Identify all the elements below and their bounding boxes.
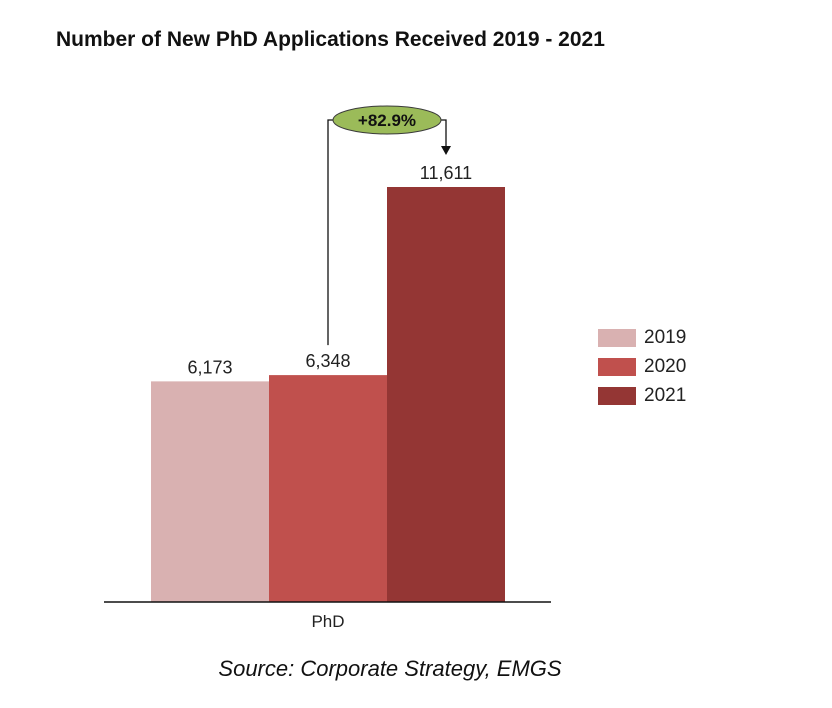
data-label-2019: 6,173 (187, 357, 232, 377)
source-note: Source: Corporate Strategy, EMGS (218, 656, 562, 681)
legend-item-2019: 2019 (598, 327, 686, 349)
legend-item-2021: 2021 (598, 385, 686, 407)
change-badge (332, 105, 442, 135)
bar-2020 (269, 375, 387, 602)
x-tick-label: PhD (311, 612, 344, 631)
legend-label-2020: 2020 (644, 356, 687, 377)
bar-2021 (387, 187, 505, 602)
legend-swatch-2020 (598, 358, 636, 376)
data-label-2020: 6,348 (305, 351, 350, 371)
legend-item-2020: 2020 (598, 356, 686, 378)
change-arrowhead (441, 146, 451, 155)
bar-2019 (151, 381, 269, 602)
chart-title: Number of New PhD Applications Received … (56, 28, 605, 51)
legend-label-2021: 2021 (644, 385, 687, 406)
change-label: +82.9% (358, 111, 416, 130)
legend-swatch-2021 (598, 387, 636, 405)
legend-swatch-2019 (598, 329, 636, 347)
legend-label-2019: 2019 (644, 327, 687, 348)
data-label-2021: 11,611 (420, 163, 472, 183)
